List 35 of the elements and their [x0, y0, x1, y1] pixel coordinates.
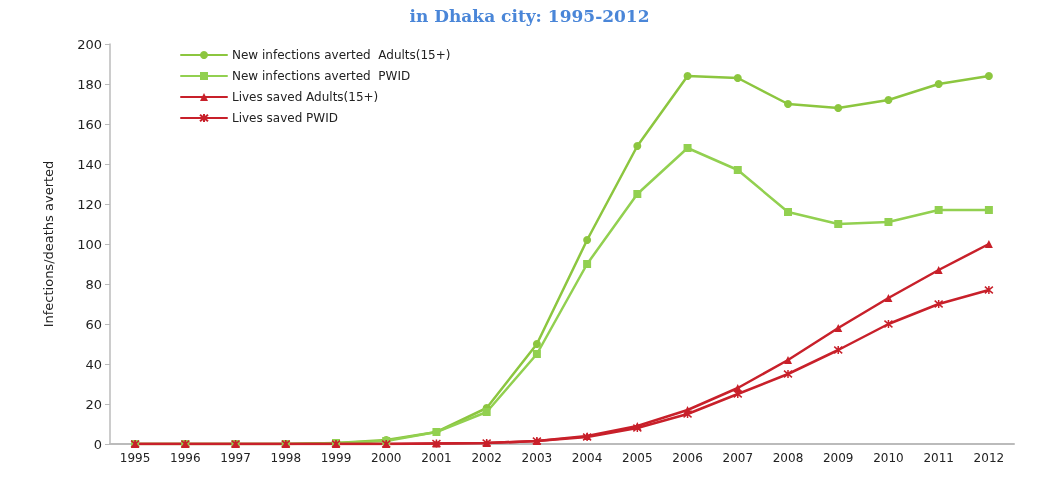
y-tick-label: 40: [85, 356, 102, 372]
x-tick-label: 2001: [421, 451, 452, 465]
x-tick-label: 1999: [320, 451, 352, 465]
legend-label: New infections averted PWID: [232, 69, 411, 83]
x-tick-label: 2004: [571, 451, 603, 465]
y-tick-label: 20: [85, 396, 102, 412]
y-axis-title: Infections/deaths averted: [41, 160, 56, 328]
y-tick-label: 200: [77, 36, 102, 52]
x-tick-label: 2009: [822, 451, 854, 465]
x-tick-label: 2010: [873, 451, 904, 465]
x-tick-label: 2012: [973, 451, 1005, 465]
chart-title: in Dhaka city: 1995-2012: [409, 5, 650, 26]
x-tick-label: 1997: [220, 451, 251, 465]
x-tick-label: 2002: [471, 451, 502, 465]
y-tick-label: 120: [77, 196, 102, 212]
x-tick-label: 1996: [170, 451, 201, 465]
x-tick-label: 1995: [119, 451, 151, 465]
legend-label: Lives saved PWID: [232, 111, 338, 125]
x-tick-label: 2011: [923, 451, 954, 465]
x-tick-label: 1998: [270, 451, 302, 465]
y-tick-label: 80: [85, 276, 102, 292]
legend-label: Lives saved Adults(15+): [232, 90, 379, 104]
y-tick-label: 180: [77, 76, 102, 92]
y-tick-label: 100: [77, 236, 102, 252]
x-tick-label: 2007: [722, 451, 754, 465]
x-tick-label: 2000: [370, 451, 402, 465]
y-tick-label: 0: [93, 436, 102, 452]
y-tick-label: 140: [77, 156, 102, 172]
y-tick-label: 160: [77, 116, 102, 132]
x-tick-label: 2003: [521, 451, 553, 465]
x-tick-label: 2008: [772, 451, 804, 465]
legend-label: New infections averted Adults(15+): [232, 48, 451, 62]
y-tick-label: 60: [85, 316, 102, 332]
x-tick-label: 2005: [622, 451, 653, 465]
x-tick-label: 2006: [672, 451, 703, 465]
